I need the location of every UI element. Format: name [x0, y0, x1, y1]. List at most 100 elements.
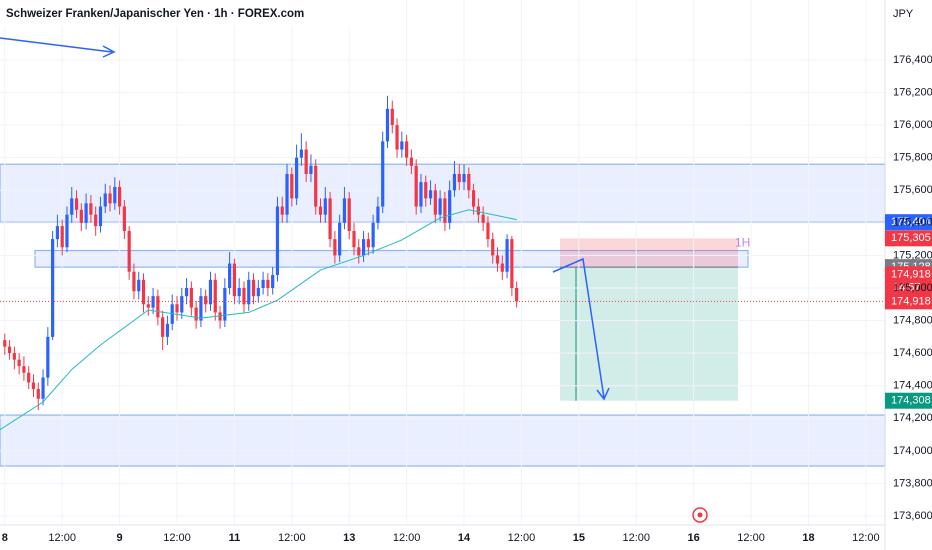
- candle-body: [390, 108, 394, 126]
- drawings: [0, 37, 708, 523]
- candle-body: [122, 206, 126, 231]
- arrow: [0, 37, 113, 53]
- price-label: 174,308: [891, 395, 931, 407]
- arrowhead: [596, 387, 610, 401]
- candle-body: [161, 317, 165, 337]
- y-tick-label: 173,600: [893, 510, 932, 522]
- candle-body: [328, 198, 332, 240]
- price-label-bg: [885, 293, 932, 310]
- x-tick-label: 12:00: [278, 532, 306, 544]
- candle-body: [491, 239, 495, 256]
- candle-body: [280, 206, 284, 215]
- candle-body: [223, 287, 227, 321]
- zone: [0, 163, 886, 223]
- candle-body: [314, 165, 318, 207]
- x-tick-label: 12:00: [852, 532, 880, 544]
- candle-body: [323, 198, 327, 215]
- candle-body: [36, 388, 40, 399]
- zone: [0, 414, 886, 467]
- candle-body: [275, 206, 280, 275]
- candle-body: [486, 222, 490, 240]
- candle-body: [89, 203, 93, 215]
- candle-body: [27, 372, 31, 383]
- candle-body: [204, 296, 208, 305]
- y-tick-label: 175,600: [893, 184, 932, 196]
- candle-body: [22, 366, 26, 373]
- candle-body: [342, 198, 347, 223]
- candle-body: [400, 141, 404, 150]
- candle-body: [17, 359, 21, 367]
- candle-body: [285, 173, 289, 215]
- candle-body: [515, 287, 519, 302]
- candle-body: [165, 323, 170, 337]
- x-tick-label: 14: [458, 532, 471, 544]
- candle-body: [385, 108, 390, 142]
- candle-body: [189, 287, 193, 308]
- x-tick-label: 12:00: [163, 532, 191, 544]
- target-zone: [560, 267, 738, 401]
- candle-body: [256, 287, 260, 297]
- candle-body: [395, 125, 399, 150]
- candle-body: [180, 296, 184, 313]
- x-tick-label: 18: [802, 532, 814, 544]
- candle-body: [443, 198, 447, 223]
- candle-body: [94, 214, 98, 227]
- candle-body: [419, 182, 423, 207]
- candle-body: [242, 287, 246, 305]
- y-tick-label: 176,000: [893, 119, 932, 131]
- candle-body: [366, 239, 370, 248]
- price-label: 174,918: [891, 295, 931, 307]
- countdown: 14:57: [893, 281, 921, 293]
- candle-body: [247, 279, 251, 305]
- currency: JPY: [893, 8, 914, 20]
- candle-body: [299, 149, 303, 158]
- candle-body: [184, 287, 189, 297]
- candle-body: [371, 222, 375, 248]
- candle-body: [476, 206, 480, 215]
- candle-body: [3, 340, 7, 347]
- candle-body: [438, 198, 442, 215]
- y-tick-label: 173,800: [893, 477, 932, 489]
- price-label-bg: [885, 230, 932, 247]
- stop-zone: [560, 238, 738, 268]
- candle-body: [338, 222, 342, 256]
- candle-body: [74, 198, 79, 210]
- candle-body: [405, 141, 409, 158]
- price-label-bg: [885, 214, 932, 231]
- candle-body: [51, 239, 55, 337]
- candle-body: [7, 346, 12, 354]
- arrowhead: [102, 45, 116, 58]
- price-labels: 175,404175,305175,12814:57174,918174,918…: [885, 214, 932, 409]
- candle-body: [228, 263, 232, 288]
- candle-body: [290, 173, 294, 199]
- candle-body: [266, 279, 270, 288]
- y-tick-label: 175,800: [893, 152, 932, 164]
- candle-body: [357, 247, 361, 256]
- candle-body: [510, 239, 514, 288]
- candle-body: [127, 230, 131, 272]
- candle-body: [424, 182, 428, 199]
- candle-body: [55, 226, 60, 240]
- x-tick-label: 12:00: [508, 532, 536, 544]
- candle-body: [294, 157, 299, 199]
- candle-body: [237, 287, 241, 297]
- candle-body: [98, 206, 103, 227]
- y-tick-label: 176,400: [893, 54, 932, 66]
- candle-body: [146, 304, 150, 308]
- candle-body: [12, 353, 16, 360]
- candle-body: [471, 190, 476, 207]
- x-tick-label: 12:00: [737, 532, 765, 544]
- candle-body: [261, 279, 265, 288]
- zones: [0, 163, 886, 467]
- chart-title: Schweizer Franken/Japanischer Yen · 1h ·…: [6, 8, 304, 20]
- candle-body: [505, 239, 509, 272]
- candle-body: [318, 206, 323, 215]
- candle-body: [271, 274, 275, 288]
- grid: [0, 0, 885, 525]
- x-tick-label: 12:00: [48, 532, 76, 544]
- event-icon[interactable]: [692, 507, 708, 523]
- candle-body: [251, 279, 256, 297]
- candle-body: [433, 190, 437, 215]
- candle-body: [448, 190, 452, 223]
